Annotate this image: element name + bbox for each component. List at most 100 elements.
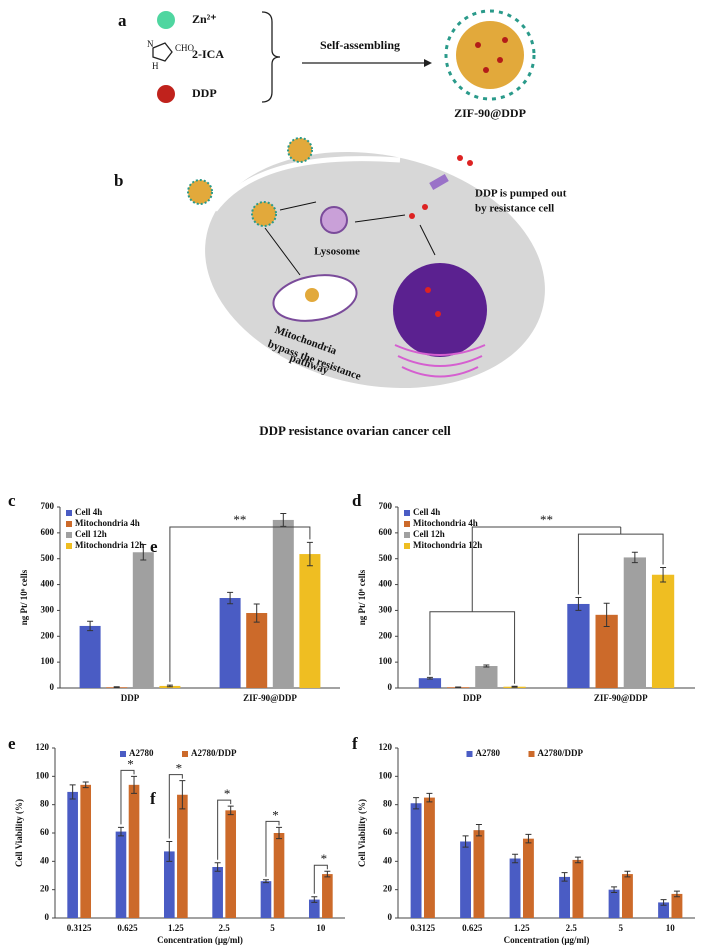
bar <box>621 874 633 918</box>
bar <box>559 876 571 918</box>
x-axis-label: Concentration (μg/ml) <box>157 935 243 945</box>
sig-bracket <box>429 526 664 684</box>
arrow-head <box>424 59 432 67</box>
x-tick-label: 5 <box>270 923 275 933</box>
y-tick-label: 20 <box>383 884 393 894</box>
legend-swatch <box>404 543 410 549</box>
error-bar <box>113 686 120 689</box>
legend-label: Cell 4h <box>413 507 440 517</box>
bar <box>177 794 188 918</box>
panel-letter: c <box>8 491 16 510</box>
error-bar <box>280 512 287 527</box>
bar <box>572 859 584 918</box>
error-bar <box>561 872 568 882</box>
y-tick-label: 0 <box>50 682 55 692</box>
x-tick-label: 10 <box>316 923 326 933</box>
x-tick-label: 1.25 <box>514 923 530 933</box>
error-bar <box>673 890 680 898</box>
legend-swatch <box>182 751 188 757</box>
bar <box>273 833 285 918</box>
bar <box>225 810 237 918</box>
error-bar <box>69 784 76 800</box>
error-bar <box>227 591 234 605</box>
error-bar <box>306 541 313 567</box>
x-tick-label: 0.625 <box>117 923 138 933</box>
y-tick-label: 80 <box>40 799 50 809</box>
sig-bracket <box>313 864 328 894</box>
bar <box>299 554 321 688</box>
schematic-b: b Lysosome DDP is pumped out by resistan… <box>114 137 567 438</box>
legend-swatch <box>120 751 126 757</box>
error-bar <box>660 567 667 583</box>
error-bar <box>166 841 173 862</box>
nucleus <box>393 263 487 357</box>
bar <box>163 851 175 918</box>
sig-bracket <box>217 799 232 860</box>
zif-shell <box>444 9 536 101</box>
error-bar <box>624 870 631 878</box>
bar <box>658 902 670 918</box>
sig-bracket <box>265 820 280 877</box>
y-tick-label: 60 <box>40 827 50 837</box>
label: N <box>147 39 154 49</box>
y-tick-label: 80 <box>383 799 393 809</box>
error-bar <box>483 664 490 668</box>
error-bar <box>475 824 482 837</box>
error-bar <box>117 826 124 837</box>
error-bar <box>179 780 186 810</box>
bar <box>423 797 435 918</box>
overlay-letter: f <box>150 789 156 808</box>
error-bar <box>462 835 469 848</box>
x-tick-label: DDP <box>463 693 482 703</box>
bar <box>67 791 78 918</box>
y-tick-label: 0 <box>388 682 393 692</box>
x-tick-label: ZIF-90@DDP <box>243 693 297 703</box>
error-bar <box>253 603 260 623</box>
error-bar <box>324 870 331 878</box>
bar <box>567 603 590 688</box>
error-bar <box>413 797 420 810</box>
error-bar <box>575 597 582 611</box>
legend-label: Mitochondria 4h <box>75 518 140 528</box>
sig-bracket <box>120 769 135 825</box>
legend-label: A2780/DDP <box>191 748 237 758</box>
sig-label: * <box>176 761 183 776</box>
bar <box>246 613 268 688</box>
label: DDP is pumped out <box>475 188 567 200</box>
error-bar <box>455 686 462 688</box>
label: Zn²⁺ <box>192 12 217 26</box>
legend-label: Cell 12h <box>413 529 445 539</box>
x-tick-label: ZIF-90@DDP <box>594 693 648 703</box>
y-tick-label: 120 <box>379 742 393 752</box>
ring <box>152 42 173 62</box>
bar <box>212 867 223 918</box>
y-tick-label: 20 <box>40 884 50 894</box>
overlay-letter: e <box>150 537 158 556</box>
bar <box>410 803 422 918</box>
y-tick-label: 500 <box>41 553 55 563</box>
x-tick-label: 5 <box>619 923 624 933</box>
y-tick-label: 600 <box>379 527 393 537</box>
bar <box>473 830 485 918</box>
y-tick-label: 120 <box>36 742 50 752</box>
bar <box>623 557 646 688</box>
sig-label: ** <box>540 512 553 527</box>
error-bar <box>512 853 519 864</box>
y-tick-label: 400 <box>379 579 393 589</box>
bar <box>128 784 140 918</box>
legend-swatch <box>528 751 535 757</box>
bracket <box>261 11 281 103</box>
y-tick-label: 60 <box>383 827 393 837</box>
legend-swatch <box>404 510 410 516</box>
label: 2-ICA <box>192 47 224 61</box>
label: DDP <box>192 86 217 100</box>
label: CHO <box>175 43 195 53</box>
legend-label: A2780 <box>129 748 154 758</box>
zn-icon <box>157 11 175 29</box>
error-bar <box>131 775 138 794</box>
zif-core <box>456 21 524 89</box>
legend-swatch <box>404 532 410 538</box>
bar <box>608 889 620 918</box>
x-tick-label: 1.25 <box>168 923 184 933</box>
y-tick-label: 700 <box>41 501 55 511</box>
